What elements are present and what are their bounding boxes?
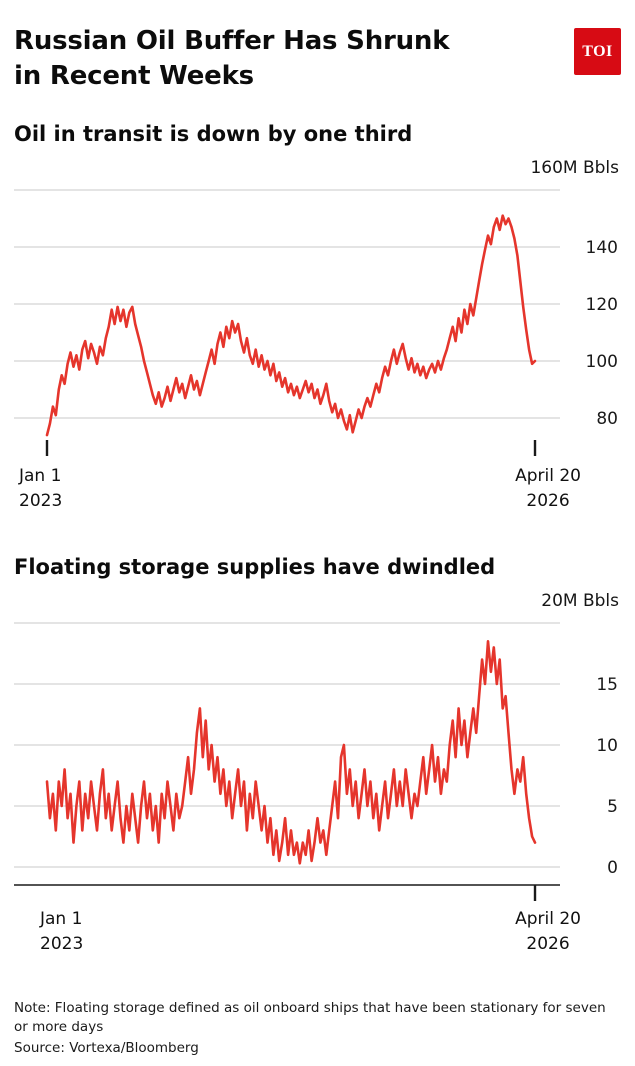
svg-text:120: 120 — [586, 295, 618, 315]
floating-storage-line-chart: 15 10 5 0 — [14, 622, 618, 902]
page-title-line-2: in Recent Weeks — [14, 61, 254, 92]
svg-text:140: 140 — [586, 238, 618, 258]
footer: Note: Floating storage defined as oil on… — [14, 999, 621, 1058]
chart-title-floating-storage: Floating storage supplies have dwindled — [14, 555, 496, 580]
toi-logo: TOI — [574, 28, 621, 75]
x-axis-start-label: Jan 1 2023 — [40, 909, 84, 955]
chart-floating-storage-section: Floating storage supplies have dwindled … — [14, 555, 621, 956]
svg-text:100: 100 — [586, 352, 618, 372]
x-axis-end-label: April 20 2026 — [515, 466, 581, 511]
header: Russian Oil Buffer Has Shrunk in Recent … — [14, 24, 621, 94]
note-text: Note: Floating storage defined as oil on… — [14, 999, 606, 1035]
svg-text:0: 0 — [607, 858, 618, 878]
y-axis-unit-label: 160M Bbls — [530, 158, 619, 179]
x-axis-end-label: April 20 2026 — [515, 909, 581, 955]
svg-text:5: 5 — [607, 797, 618, 817]
svg-text:80: 80 — [596, 409, 618, 429]
x-axis-start-label: Jan 1 2023 — [19, 466, 63, 511]
x-axis-labels: Jan 1 2023 April 20 2026 — [14, 464, 621, 513]
source-text: Source: Vortexa/Bloomberg — [14, 1039, 199, 1056]
svg-text:15: 15 — [596, 675, 618, 695]
x-axis-labels: Jan 1 2023 April 20 2026 — [14, 907, 621, 956]
oil-in-transit-line-chart: 140 120 100 80 — [14, 189, 618, 457]
chart-oil-in-transit-section: Oil in transit is down by one third 160M… — [14, 122, 621, 513]
chart-title-oil-in-transit: Oil in transit is down by one third — [14, 122, 413, 147]
page-title: Russian Oil Buffer Has Shrunk in Recent … — [14, 24, 450, 94]
page-title-line-1: Russian Oil Buffer Has Shrunk — [14, 26, 450, 56]
y-axis-unit-label: 20M Bbls — [541, 591, 619, 612]
svg-text:10: 10 — [596, 736, 618, 756]
